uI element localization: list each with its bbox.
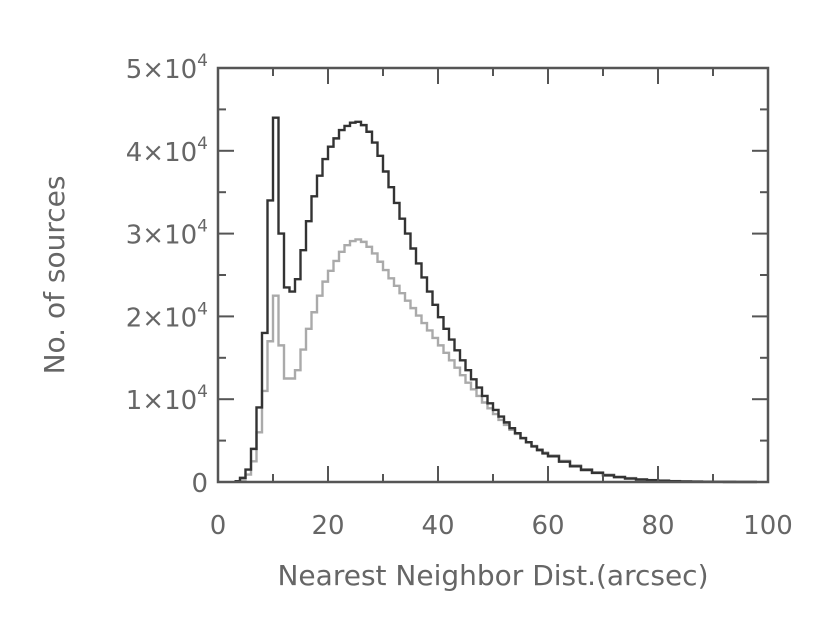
x-tick-label: 60	[531, 511, 564, 541]
y-tick-exponent: 4	[197, 134, 208, 154]
y-tick-mantissa: 1×10	[126, 386, 197, 416]
x-axis-label: Nearest Neighbor Dist.(arcsec)	[277, 559, 708, 592]
y-tick-label: 3×104	[126, 217, 208, 251]
y-tick-exponent: 4	[197, 299, 208, 319]
y-tick-mantissa: 4×10	[126, 138, 197, 168]
y-tick-label: 4×104	[126, 134, 208, 168]
x-tick-label: 0	[210, 511, 227, 541]
y-tick-label: 2×104	[126, 299, 208, 333]
y-tick-mantissa: 2×10	[126, 303, 197, 333]
y-tick-label: 5×104	[126, 51, 208, 85]
y-tick-mantissa: 0	[191, 469, 208, 499]
y-tick-exponent: 4	[197, 217, 208, 237]
ticks-layer	[217, 67, 769, 483]
y-tick-mantissa: 5×10	[126, 55, 197, 85]
y-tick-exponent: 4	[197, 51, 208, 71]
y-tick-label: 0	[191, 469, 208, 499]
y-tick-mantissa: 3×10	[126, 221, 197, 251]
series-layer	[234, 116, 757, 484]
y-tick-label: 1×104	[126, 382, 208, 416]
x-tick-label: 100	[743, 511, 793, 541]
y-axis-label: No. of sources	[38, 176, 71, 375]
y-tick-exponent: 4	[197, 382, 208, 402]
histogram-series-0	[234, 116, 757, 484]
x-tick-label: 40	[421, 511, 454, 541]
x-tick-label: 80	[641, 511, 674, 541]
x-tick-label: 20	[311, 511, 344, 541]
